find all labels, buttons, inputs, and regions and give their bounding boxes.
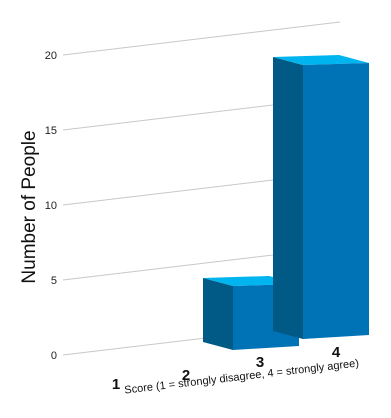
x-tick-label: 1 bbox=[112, 376, 120, 393]
bar-side-face bbox=[273, 57, 303, 339]
y-tick-label: 10 bbox=[45, 200, 57, 212]
y-tick-label: 5 bbox=[51, 275, 57, 287]
x-tick-label: 3 bbox=[256, 354, 264, 371]
bar-front-face bbox=[303, 63, 369, 339]
y-axis-title: Number of People bbox=[19, 130, 40, 283]
bar-4 bbox=[273, 55, 369, 339]
x-category-labels: 1 2 3 4 bbox=[112, 344, 341, 393]
x-tick-label: 2 bbox=[182, 367, 190, 384]
gridline-20 bbox=[62, 21, 341, 56]
y-tick-label: 20 bbox=[45, 50, 57, 62]
x-tick-label: 4 bbox=[332, 344, 341, 361]
bars bbox=[203, 55, 369, 350]
x-axis-title: Score (1 = strongly disagree, 4 = strong… bbox=[124, 357, 360, 396]
y-tick-label: 0 bbox=[51, 350, 57, 362]
bar-side-face bbox=[203, 278, 233, 350]
y-tick-labels: 0 5 10 15 20 bbox=[45, 50, 57, 362]
bar-top-face bbox=[273, 55, 369, 65]
y-tick-label: 15 bbox=[45, 125, 57, 137]
